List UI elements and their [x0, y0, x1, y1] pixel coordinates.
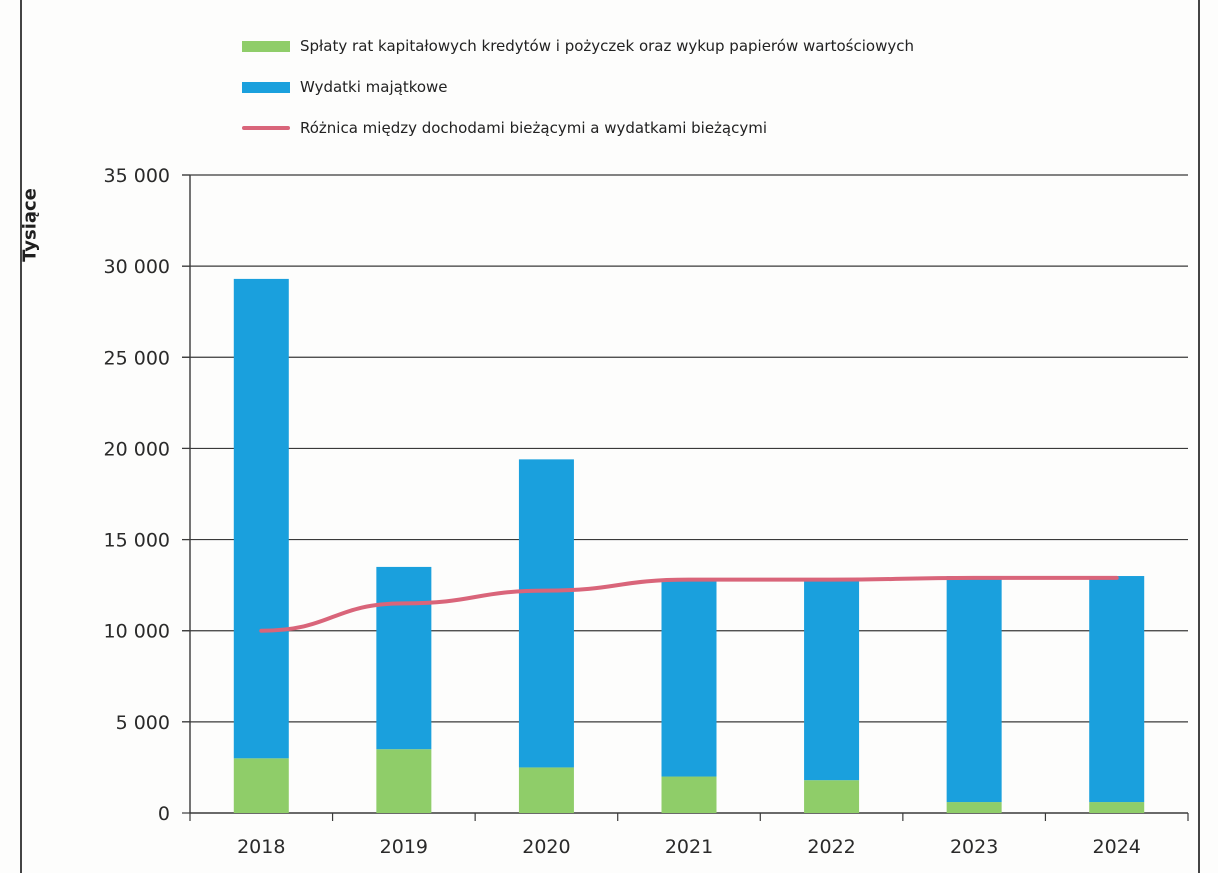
bar-capital-expenditure-2021	[661, 579, 717, 777]
bar-repayments-2024	[1089, 802, 1145, 813]
y-tick-label-7: 35 000	[104, 165, 170, 187]
bar-repayments-2020	[518, 767, 574, 813]
legend-item-capital-expenditure: Wydatki majątkowe	[242, 76, 448, 98]
bar-capital-expenditure-2018	[233, 278, 289, 759]
y-tick-label-2: 10 000	[104, 621, 170, 643]
y-tick-label-5: 25 000	[104, 347, 170, 369]
page-border-left	[20, 0, 22, 873]
bar-capital-expenditure-2019	[376, 566, 432, 750]
x-tick-label-2019: 2019	[380, 836, 428, 858]
legend-item-repayments: Spłaty rat kapitałowych kredytów i pożyc…	[242, 35, 914, 57]
bar-capital-expenditure-2020	[518, 459, 574, 768]
legend-label-capital-expenditure: Wydatki majątkowe	[300, 78, 448, 96]
bar-capital-expenditure-2023	[946, 576, 1002, 803]
x-tick-label-2022: 2022	[807, 836, 855, 858]
bar-repayments-2023	[946, 802, 1002, 813]
bar-repayments-2022	[804, 780, 860, 813]
legend-label-repayments: Spłaty rat kapitałowych kredytów i pożyc…	[300, 37, 914, 55]
y-tick-label-6: 30 000	[104, 256, 170, 278]
x-tick-label-2021: 2021	[665, 836, 713, 858]
y-tick-label-4: 20 000	[104, 438, 170, 460]
x-tick-label-2023: 2023	[950, 836, 998, 858]
legend-item-current-balance: Różnica między dochodami bieżącymi a wyd…	[242, 117, 767, 139]
x-tick-label-2018: 2018	[237, 836, 285, 858]
x-tick-label-2024: 2024	[1093, 836, 1141, 858]
page-border-right	[1198, 0, 1200, 873]
bar-repayments-2018	[233, 758, 289, 813]
bar-capital-expenditure-2022	[804, 579, 860, 781]
y-tick-label-0: 0	[158, 803, 170, 825]
legend-swatch-capital-expenditure	[242, 81, 290, 93]
y-tick-label-3: 15 000	[104, 530, 170, 552]
bar-repayments-2021	[661, 776, 717, 813]
line-current-balance	[259, 575, 1119, 633]
legend-swatch-current-balance	[242, 126, 290, 130]
bar-capital-expenditure-2024	[1089, 576, 1145, 803]
y-tick-label-1: 5 000	[116, 712, 170, 734]
legend-label-current-balance: Różnica między dochodami bieżącymi a wyd…	[300, 119, 768, 137]
bar-repayments-2019	[376, 749, 432, 813]
legend-swatch-repayments	[242, 40, 290, 52]
x-tick-label-2020: 2020	[522, 836, 570, 858]
